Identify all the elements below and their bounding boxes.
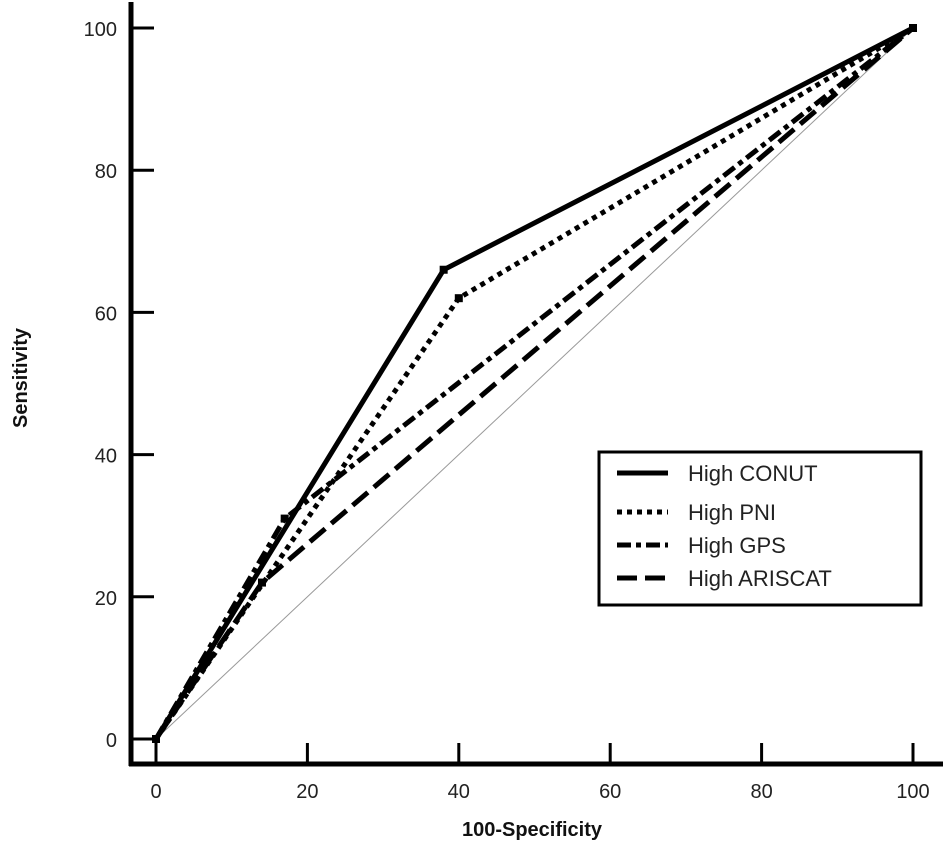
x-tick-label: 80 (750, 781, 772, 803)
data-point-marker (909, 24, 917, 32)
x-tick-label: 0 (150, 781, 161, 803)
legend-label: High ARISCAT (688, 566, 832, 591)
y-axis: 0 20 40 60 80 100 (84, 2, 154, 766)
legend-label: High GPS (688, 533, 786, 558)
legend-label: High CONUT (688, 461, 818, 486)
y-tick-label: 80 (95, 161, 117, 183)
plot-area (152, 24, 917, 743)
legend-item-pni: High PNI (617, 500, 776, 525)
data-point-marker (152, 735, 160, 743)
legend-label: High PNI (688, 500, 776, 525)
legend: High CONUT High PNI High GPS High ARISCA… (597, 450, 923, 607)
data-point-marker (257, 578, 266, 587)
x-axis-title: 100-Specificity (462, 819, 603, 841)
data-point-marker (280, 514, 289, 523)
y-tick-label: 0 (106, 730, 117, 752)
x-tick-label: 100 (896, 781, 929, 803)
legend-item-gps: High GPS (617, 533, 786, 558)
x-tick-label: 40 (448, 781, 470, 803)
y-tick-label: 60 (95, 303, 117, 325)
y-axis-title: Sensitivity (10, 327, 32, 428)
y-tick-label: 20 (95, 588, 117, 610)
x-tick-label: 20 (296, 781, 318, 803)
y-tick-label: 40 (95, 446, 117, 468)
data-point-marker (454, 294, 463, 303)
legend-item-conut: High CONUT (617, 461, 818, 486)
data-point-marker (439, 265, 448, 274)
y-tick-label: 100 (84, 19, 117, 41)
x-axis: 0 20 40 60 80 100 (129, 743, 943, 803)
reference-diagonal-line (155, 27, 914, 740)
x-tick-label: 60 (599, 781, 621, 803)
legend-item-ariscat: High ARISCAT (617, 566, 832, 591)
